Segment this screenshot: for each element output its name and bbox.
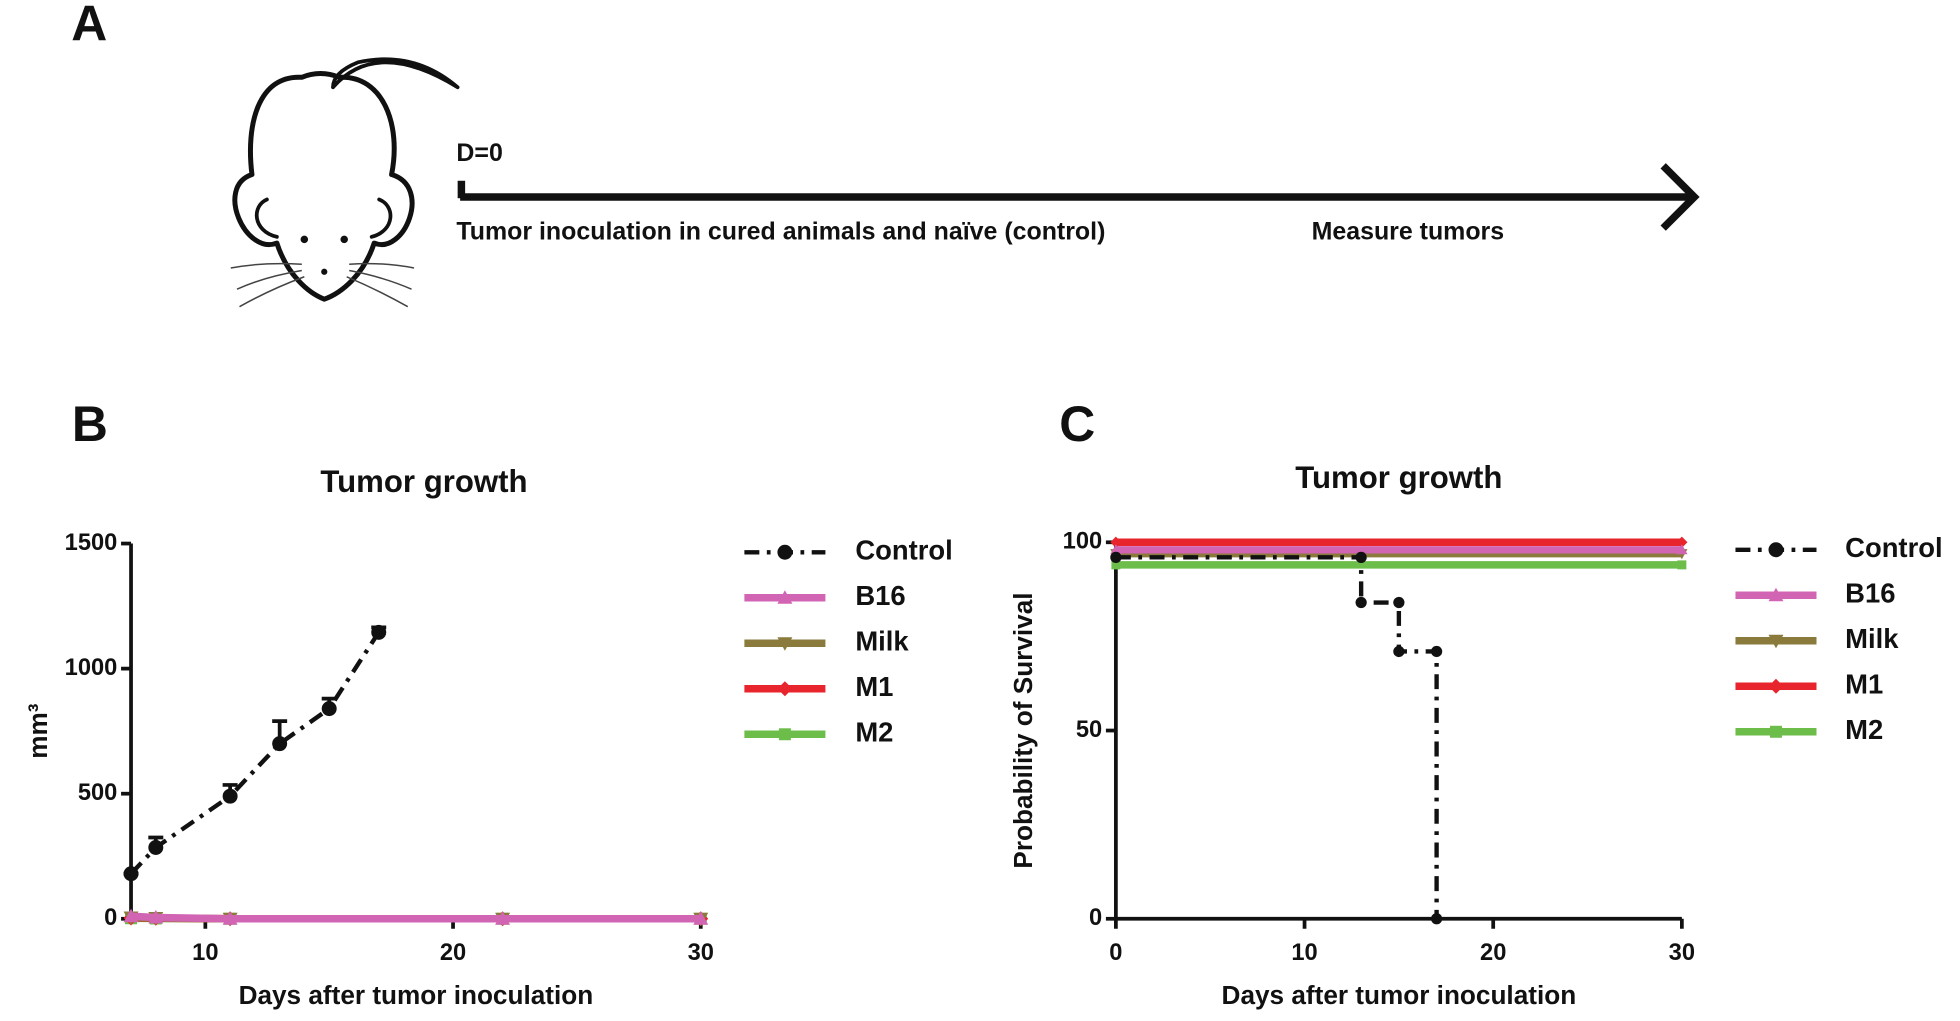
chart-title: Tumor growth xyxy=(320,464,527,499)
mouse-icon xyxy=(232,57,460,302)
x-tick-label: 20 xyxy=(440,940,466,966)
step-label: Measure tumors xyxy=(1312,218,1505,246)
whiskers xyxy=(230,262,415,308)
x-tick-label: 30 xyxy=(688,940,714,966)
step-label: Tumor inoculation in cured animals and n… xyxy=(456,218,1105,246)
y-tick-label: 1500 xyxy=(65,530,118,556)
panel-label: B xyxy=(72,396,108,452)
legend-label: Milk xyxy=(1845,623,1899,654)
marker xyxy=(1430,645,1443,658)
marker xyxy=(777,590,793,604)
x-axis-label: Days after tumor inoculation xyxy=(1222,980,1577,1010)
marker xyxy=(1110,536,1122,548)
marker xyxy=(1355,551,1367,563)
chart-title: Tumor growth xyxy=(1295,460,1502,495)
y-tick-label: 50 xyxy=(1076,717,1102,743)
marker xyxy=(1676,536,1688,548)
marker xyxy=(693,911,709,925)
marker xyxy=(777,681,793,697)
panel-label: C xyxy=(1059,396,1095,452)
marker xyxy=(1768,678,1784,694)
marker xyxy=(495,911,511,925)
y-tick-label: 0 xyxy=(1089,905,1102,931)
marker xyxy=(1768,542,1784,558)
marker xyxy=(1393,596,1405,609)
day-label: D=0 xyxy=(456,139,502,167)
marker xyxy=(1769,725,1782,738)
x-axis-label: Days after tumor inoculation xyxy=(239,980,594,1010)
marker xyxy=(778,728,791,741)
marker xyxy=(222,911,238,925)
legend-label: Control xyxy=(1845,532,1942,563)
x-tick-label: 20 xyxy=(1480,940,1506,966)
x-tick-label: 0 xyxy=(1109,940,1122,966)
series-line xyxy=(129,631,381,876)
series-line xyxy=(1115,555,1439,919)
x-tick-label: 10 xyxy=(192,940,218,966)
legend-label: B16 xyxy=(855,580,905,611)
y-tick-label: 500 xyxy=(78,780,118,806)
y-axis-label: Probability of Survival xyxy=(1008,592,1038,868)
marker xyxy=(777,637,793,651)
legend-label: M1 xyxy=(855,671,893,702)
marker xyxy=(1393,645,1405,658)
marker xyxy=(1768,634,1784,649)
marker xyxy=(222,788,238,804)
legend-label: M2 xyxy=(855,717,893,748)
series-line xyxy=(130,912,701,923)
panel-label: A xyxy=(71,0,107,52)
marker xyxy=(148,910,164,924)
marker xyxy=(1430,913,1443,925)
y-tick-label: 0 xyxy=(104,905,117,931)
legend-label: Control xyxy=(855,535,952,566)
legend-label: B16 xyxy=(1845,578,1895,609)
marker xyxy=(1677,560,1687,570)
marker xyxy=(777,544,793,560)
marker xyxy=(321,701,337,717)
marker xyxy=(1110,551,1122,563)
legend-label: M1 xyxy=(1845,669,1883,700)
marker xyxy=(1355,596,1367,609)
legend-label: Milk xyxy=(855,626,909,657)
marker xyxy=(1111,560,1121,570)
marker xyxy=(148,840,164,855)
marker xyxy=(272,736,288,752)
mouse-face xyxy=(300,235,348,275)
marker xyxy=(1768,587,1784,602)
marker xyxy=(1676,544,1688,555)
marker xyxy=(371,624,387,640)
y-tick-label: 1000 xyxy=(65,655,118,681)
marker xyxy=(123,908,139,923)
x-tick-label: 30 xyxy=(1669,940,1695,966)
legend-label: M2 xyxy=(1845,714,1883,745)
marker xyxy=(123,866,139,882)
x-tick-label: 10 xyxy=(1291,940,1317,966)
arrow-head xyxy=(1660,163,1700,231)
y-axis-label: mm³ xyxy=(23,703,53,759)
y-tick-label: 100 xyxy=(1063,529,1103,555)
marker xyxy=(1110,544,1122,555)
timeline-start xyxy=(457,180,466,199)
